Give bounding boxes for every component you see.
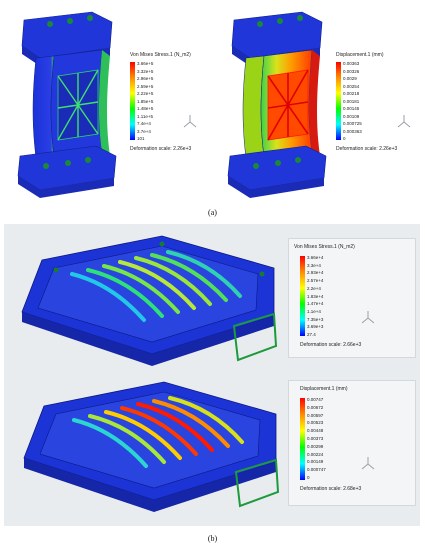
stress-tick-b-1: 3.3e+4 xyxy=(307,262,321,268)
axis-triad-icon xyxy=(397,115,411,128)
stress-tick-b-7: 1.1e+4 xyxy=(307,308,321,314)
stress-model-b xyxy=(21,235,278,366)
stress-tick-a-3: 2.59e+5 xyxy=(137,83,154,89)
displacement-tick-b-0: 0.00747 xyxy=(307,397,324,402)
stress-tick-a-9: 3.7e+4 xyxy=(137,128,151,134)
stress-legend-title-b: Von Mises Stress.1 (N_m2) xyxy=(294,244,355,250)
displacement-tick-a-3: 0.00254 xyxy=(343,83,360,89)
stress-tick-b-9: 3.69e+3 xyxy=(307,324,324,330)
stress-tick-a-10: 101 xyxy=(137,136,145,141)
displacement-tick-b-6: 0.00299 xyxy=(307,443,324,449)
stress-tick-a-5: 1.85e+5 xyxy=(137,98,154,104)
stress-tick-a-1: 3.32e+5 xyxy=(137,68,154,74)
stress-legend-title-a: Von Mises Stress.1 (N_m2) xyxy=(130,52,191,58)
displacement-tick-b-7: 0.00224 xyxy=(307,451,324,457)
displacement-model-a xyxy=(227,11,327,198)
stress-deformation-scale-b: Deformation scale: 2.66e+3 xyxy=(300,342,362,348)
stress-tick-b-3: 2.57e+4 xyxy=(307,278,324,284)
panel-a: Von Mises Stress.1 (N_m2) 3.66e+5 3.32e+… xyxy=(4,4,420,200)
panel-b: Von Mises Stress.1 (N_m2) 3.66e+4 3.3e+4… xyxy=(4,224,420,526)
axis-triad-icon xyxy=(361,457,375,470)
displacement-tick-a-8: 0.000725 xyxy=(343,121,362,126)
displacement-tick-b-4: 0.00448 xyxy=(307,428,324,434)
stress-tick-a-6: 1.48e+5 xyxy=(137,106,154,111)
stress-deformation-scale-a: Deformation scale: 2.26e+3 xyxy=(130,146,192,152)
displacement-tick-b-3: 0.00523 xyxy=(307,420,324,426)
displacement-tick-a-10: 0 xyxy=(343,136,346,141)
stress-tick-a-2: 2.96e+5 xyxy=(137,76,154,81)
displacement-tick-a-9: 0.000363 xyxy=(343,128,362,134)
displacement-tick-b-8: 0.00149 xyxy=(307,459,324,465)
stress-tick-a-0: 3.66e+5 xyxy=(137,61,154,66)
displacement-legend-title-a: Displacement.1 (mm) xyxy=(336,52,384,58)
displacement-model-b xyxy=(23,381,280,512)
axis-triad-icon xyxy=(361,311,375,324)
caption-b: (b) xyxy=(207,534,218,543)
displacement-tick-b-2: 0.00597 xyxy=(307,412,324,418)
stress-tick-b-2: 2.93e+4 xyxy=(307,270,324,276)
stress-tick-a-7: 1.11e+5 xyxy=(137,113,154,119)
displacement-tick-a-5: 0.00181 xyxy=(343,98,360,104)
displacement-tick-a-0: 0.00363 xyxy=(343,61,360,66)
stress-tick-b-6: 1.47e+4 xyxy=(307,301,324,307)
stress-tick-b-10: 27.4 xyxy=(307,332,316,337)
displacement-tick-a-1: 0.00326 xyxy=(343,68,360,74)
displacement-tick-b-9: 0.000747 xyxy=(307,467,326,473)
stress-tick-a-8: 7.4e+4 xyxy=(137,121,151,126)
caption-a: (a) xyxy=(208,208,217,217)
displacement-tick-b-1: 0.00672 xyxy=(307,404,324,410)
displacement-legend-title-b: Displacement.1 (mm) xyxy=(300,386,348,392)
displacement-colorbar-b xyxy=(300,398,305,480)
displacement-legend-box-b xyxy=(288,380,416,506)
displacement-tick-a-6: 0.00145 xyxy=(343,106,360,111)
displacement-tick-b-10: 0 xyxy=(307,475,310,480)
stress-tick-b-8: 7.35e+3 xyxy=(307,316,324,322)
displacement-deformation-scale-a: Deformation scale: 2.26e+3 xyxy=(336,146,398,152)
axis-triad-icon xyxy=(183,115,197,128)
displacement-colorbar-a xyxy=(336,62,341,140)
stress-tick-b-5: 1.83e+4 xyxy=(307,293,324,299)
stress-tick-a-4: 2.22e+5 xyxy=(137,91,154,96)
displacement-deformation-scale-b: Deformation scale: 2.68e+3 xyxy=(300,486,362,492)
displacement-tick-b-5: 0.00373 xyxy=(307,436,324,441)
displacement-tick-a-7: 0.00109 xyxy=(343,113,360,119)
stress-legend-box-b xyxy=(288,238,416,358)
stress-tick-b-0: 3.66e+4 xyxy=(307,255,324,260)
stress-colorbar-a xyxy=(130,62,135,140)
stress-tick-b-4: 2.2e+4 xyxy=(307,285,321,291)
stress-colorbar-b xyxy=(300,256,305,336)
displacement-tick-a-4: 0.00218 xyxy=(343,91,360,96)
displacement-tick-a-2: 0.0029 xyxy=(343,76,357,81)
stress-model-a xyxy=(17,11,117,198)
